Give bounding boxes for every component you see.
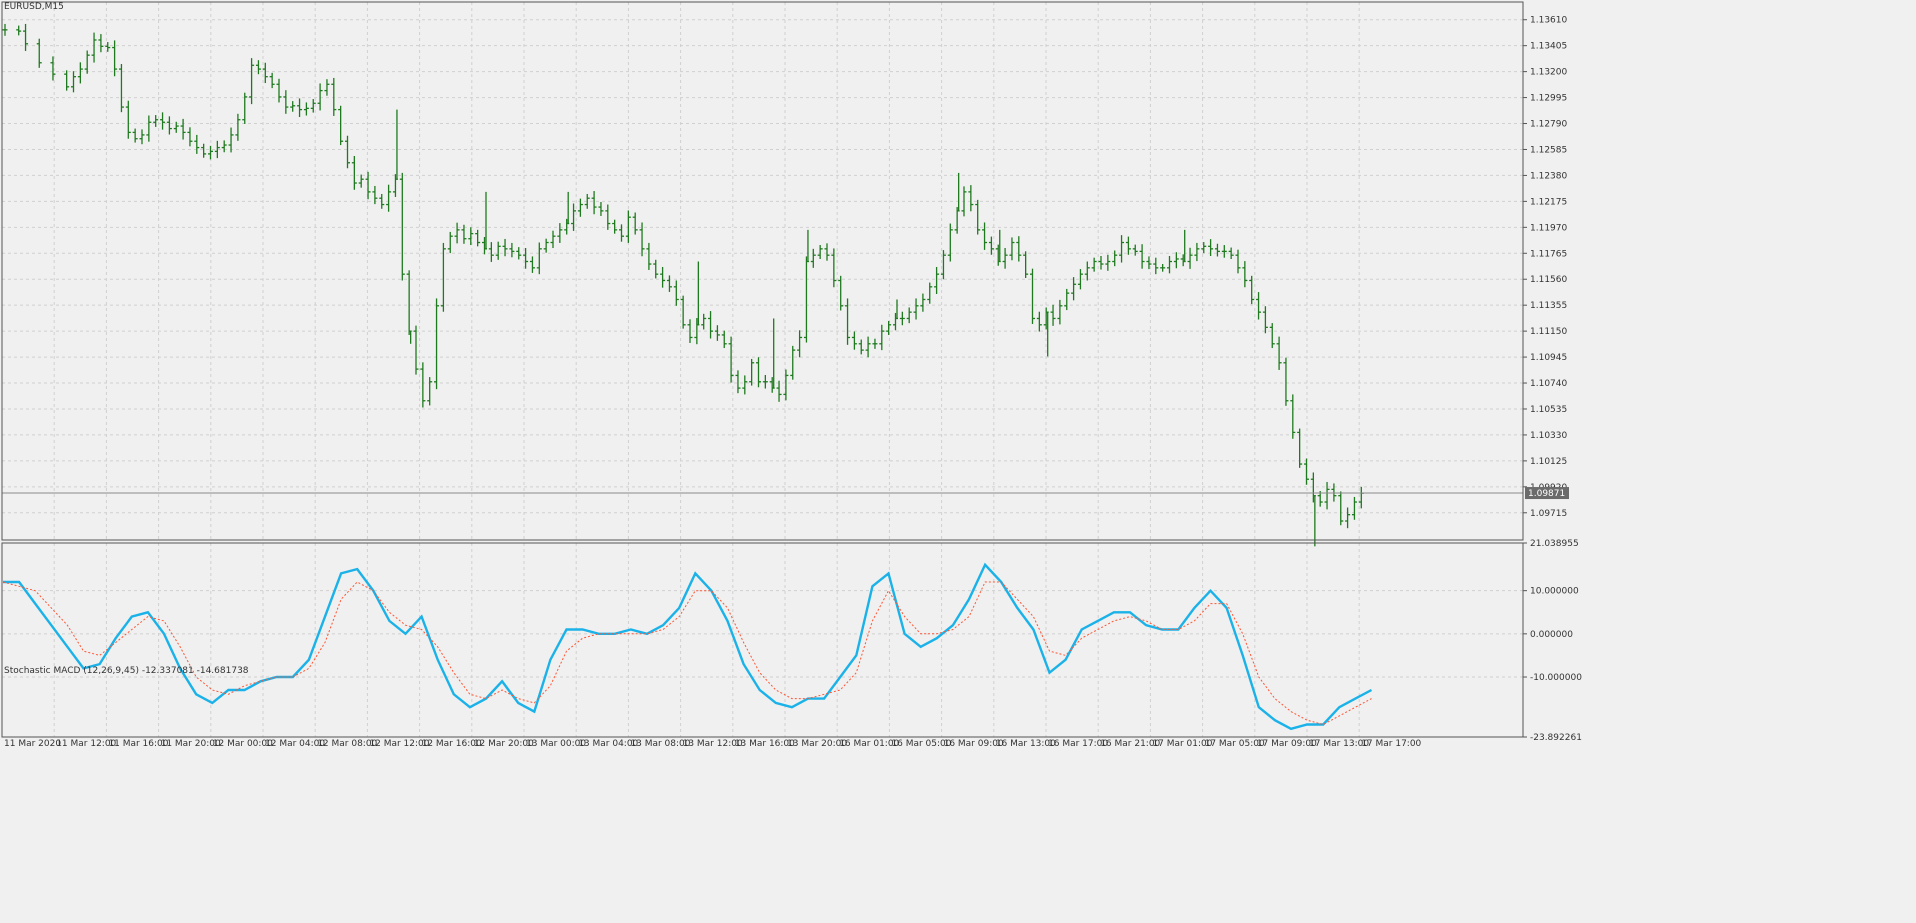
time-tick-label: 12 Mar 20:00 bbox=[474, 739, 534, 749]
panel-frames bbox=[1, 1, 1524, 738]
price-tick-label: 1.11150 bbox=[1530, 327, 1567, 337]
time-tick-label: 12 Mar 04:00 bbox=[265, 739, 325, 749]
oscillator-panel-frame bbox=[1, 542, 1524, 738]
stochastic-macd-main-line bbox=[3, 562, 1373, 731]
osc-tick-label: 10.000000 bbox=[1530, 587, 1579, 597]
price-tick-label: 1.13610 bbox=[1530, 16, 1567, 26]
time-tick-label: 12 Mar 16:00 bbox=[422, 739, 482, 749]
time-tick-label: 17 Mar 05:00 bbox=[1205, 739, 1265, 749]
time-tick-label: 11 Mar 2020 bbox=[4, 739, 61, 749]
indicator-label: Stochastic MACD (12,26,9,45) -12.337081 … bbox=[4, 666, 249, 676]
time-tick-label: 17 Mar 17:00 bbox=[1361, 739, 1421, 749]
osc-tick-label: -10.000000 bbox=[1530, 673, 1582, 683]
oscillator-grid bbox=[2, 543, 1523, 737]
price-tick-label: 1.11355 bbox=[1530, 301, 1567, 311]
time-tick-label: 16 Mar 17:00 bbox=[1048, 739, 1108, 749]
price-tick-label: 1.12790 bbox=[1530, 120, 1567, 130]
time-tick-label: 16 Mar 01:00 bbox=[839, 739, 899, 749]
time-tick-label: 13 Mar 00:00 bbox=[526, 739, 586, 749]
time-tick-label: 17 Mar 13:00 bbox=[1309, 739, 1369, 749]
price-tick-label: 1.10535 bbox=[1530, 405, 1567, 415]
osc-tick-label: 0.000000 bbox=[1530, 630, 1573, 640]
price-tick-label: 1.10125 bbox=[1530, 457, 1567, 467]
time-tick-label: 13 Mar 16:00 bbox=[735, 739, 795, 749]
time-tick-label: 11 Mar 20:00 bbox=[161, 739, 221, 749]
price-tick-label: 1.13405 bbox=[1530, 42, 1567, 52]
time-tick-label: 11 Mar 16:00 bbox=[108, 739, 168, 749]
time-tick-label: 16 Mar 13:00 bbox=[996, 739, 1056, 749]
time-tick-label: 16 Mar 05:00 bbox=[891, 739, 951, 749]
current-price-label: 1.09871 bbox=[1528, 489, 1565, 499]
price-tick-label: 1.11560 bbox=[1530, 275, 1567, 285]
price-grid bbox=[2, 2, 1523, 540]
time-tick-label: 13 Mar 20:00 bbox=[787, 739, 847, 749]
price-tick-label: 1.12585 bbox=[1530, 145, 1567, 155]
time-tick-label: 11 Mar 12:00 bbox=[56, 739, 116, 749]
price-tick-label: 1.09715 bbox=[1530, 509, 1567, 519]
osc-tick-label: 21.038955 bbox=[1530, 539, 1579, 549]
price-tick-label: 1.10945 bbox=[1530, 353, 1567, 363]
price-tick-label: 1.10330 bbox=[1530, 431, 1567, 441]
price-panel-frame bbox=[1, 1, 1524, 541]
osc-tick-label: -23.892261 bbox=[1530, 733, 1582, 743]
price-tick-label: 1.11765 bbox=[1530, 249, 1567, 259]
time-tick-label: 13 Mar 08:00 bbox=[630, 739, 690, 749]
price-axis: 1.13610 1.13405 1.13200 1.12995 1.12790 1.125… bbox=[1523, 16, 1569, 519]
price-tick-label: 1.11970 bbox=[1530, 223, 1567, 233]
price-tick-label: 1.12995 bbox=[1530, 94, 1567, 104]
time-tick-label: 13 Mar 04:00 bbox=[578, 739, 638, 749]
stochastic-macd-signal-line bbox=[2, 581, 1372, 726]
time-tick-label: 16 Mar 09:00 bbox=[944, 739, 1004, 749]
time-tick-label: 13 Mar 12:00 bbox=[683, 739, 743, 749]
time-tick-label: 12 Mar 08:00 bbox=[317, 739, 377, 749]
price-tick-label: 1.12380 bbox=[1530, 171, 1567, 181]
current-price-tag bbox=[1525, 487, 1569, 500]
price-tick-label: 1.12175 bbox=[1530, 197, 1567, 207]
time-tick-label: 17 Mar 01:00 bbox=[1152, 739, 1212, 749]
oscillator-lines bbox=[2, 562, 1373, 731]
time-tick-label: 17 Mar 09:00 bbox=[1257, 739, 1317, 749]
price-tick-label: 1.10740 bbox=[1530, 379, 1567, 389]
time-tick-label: 12 Mar 12:00 bbox=[369, 739, 429, 749]
time-tick-label: 16 Mar 21:00 bbox=[1100, 739, 1160, 749]
time-tick-label: 12 Mar 00:00 bbox=[213, 739, 273, 749]
price-tick-label: 1.13200 bbox=[1530, 68, 1567, 78]
symbol-label: EURUSD,M15 bbox=[4, 2, 64, 12]
oscillator-axis: 21.038955 10.000000 0.000000 -10.000000 -23.… bbox=[1523, 539, 1582, 743]
price-bars bbox=[2, 23, 1523, 547]
